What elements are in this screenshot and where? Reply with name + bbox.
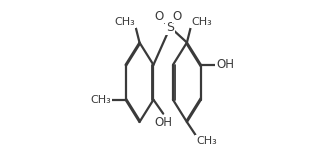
Text: CH₃: CH₃: [196, 136, 217, 146]
Text: OH: OH: [154, 116, 172, 129]
Text: OH: OH: [216, 58, 234, 71]
Text: CH₃: CH₃: [191, 17, 212, 27]
Text: CH₃: CH₃: [90, 95, 111, 105]
Text: S: S: [166, 21, 174, 34]
Text: O: O: [173, 10, 182, 22]
Text: CH₃: CH₃: [115, 17, 135, 27]
Text: O: O: [154, 10, 164, 22]
